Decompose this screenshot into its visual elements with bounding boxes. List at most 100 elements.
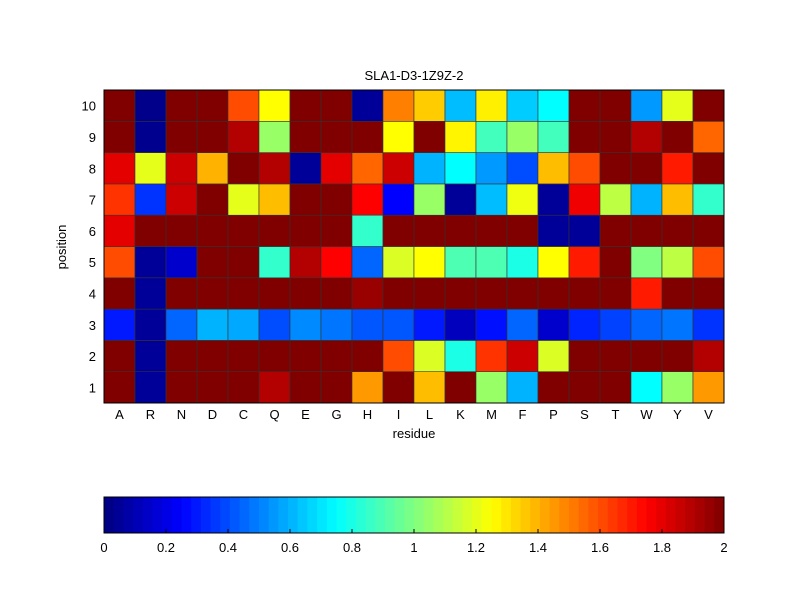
colorbar-tick-labels: 0 0.2 0.4 0.6 0.8 1 1.2 1.4 1.6 1.8 2 [100,540,727,555]
cell-Y-2 [661,340,694,372]
cell-G-6 [320,214,353,247]
cell-C-6 [227,214,260,247]
cell-F-1 [506,371,539,404]
cell-F-8 [506,152,539,185]
cell-R-2 [134,340,167,372]
cell-Q-10 [258,89,291,122]
cell-M-10 [475,89,508,122]
y-tick-label: 5 [89,255,96,270]
cell-P-3 [537,308,570,341]
colorbar-segment [665,497,677,533]
cell-I-3 [382,308,415,341]
colorbar-segment [636,497,647,533]
cell-P-2 [537,340,570,372]
cell-G-9 [320,121,353,153]
colorbar-segment [268,497,279,533]
cell-V-3 [692,308,725,341]
cell-R-7 [134,183,167,216]
cell-G-10 [320,89,353,122]
cell-M-4 [475,277,508,310]
cell-M-7 [475,183,508,216]
cell-S-10 [568,89,601,122]
cell-M-2 [475,340,508,372]
cell-R-3 [134,308,167,341]
cell-D-5 [196,246,229,279]
colorbar-segment [317,497,328,533]
colorbar-segment [346,497,357,533]
x-tick-label: L [426,407,433,422]
x-tick-label: H [363,407,372,422]
y-tick-label: 7 [89,193,96,208]
cell-F-3 [506,308,539,341]
colorbar-segment [404,497,415,533]
cell-V-7 [692,183,725,216]
colorbar-tick-label: 0.4 [219,540,237,555]
colorbar-segment [675,497,686,533]
cell-T-9 [599,121,632,153]
colorbar-tick-label: 1.8 [653,540,671,555]
heatmap-cells [103,89,725,404]
cell-N-3 [165,308,198,341]
cell-Q-8 [258,152,291,185]
colorbar-segment [249,497,260,533]
cell-G-4 [320,277,353,310]
colorbar-segment [152,497,163,533]
cell-Y-5 [661,246,694,279]
y-axis-label: position [54,225,69,270]
colorbar-segment [588,497,599,533]
cell-S-6 [568,214,601,247]
y-tick-label: 3 [89,318,96,333]
colorbar-segment [336,497,347,533]
cell-R-5 [134,246,167,279]
colorbar-segment [646,497,657,533]
x-tick-label: D [208,407,217,422]
cell-P-6 [537,214,570,247]
cell-Y-3 [661,308,694,341]
colorbar-segment [694,497,706,533]
colorbar-segment [229,497,241,533]
cell-R-6 [134,214,167,247]
cell-L-9 [413,121,446,153]
cell-H-10 [351,89,384,122]
cell-W-2 [630,340,663,372]
cell-T-10 [599,89,632,122]
cell-D-9 [196,121,229,153]
cell-W-8 [630,152,663,185]
cell-V-6 [692,214,725,247]
cell-K-2 [444,340,477,372]
cell-M-6 [475,214,508,247]
cell-L-5 [413,246,446,279]
cell-A-4 [103,277,136,310]
cell-W-7 [630,183,663,216]
cell-P-4 [537,277,570,310]
x-tick-label: F [519,407,527,422]
colorbar-segment [239,497,250,533]
cell-D-8 [196,152,229,185]
cell-I-5 [382,246,415,279]
cell-G-5 [320,246,353,279]
colorbar-segment [539,497,551,533]
cell-I-2 [382,340,415,372]
cell-E-10 [289,89,322,122]
cell-W-5 [630,246,663,279]
cell-F-2 [506,340,539,372]
cell-D-1 [196,371,229,404]
colorbar-segment [220,497,231,533]
cell-Y-7 [661,183,694,216]
cell-A-1 [103,371,136,404]
colorbar-segment [259,497,270,533]
cell-L-8 [413,152,446,185]
colorbar-segment [443,497,454,533]
cell-E-7 [289,183,322,216]
cell-E-3 [289,308,322,341]
x-tick-label: K [456,407,465,422]
colorbar-segment [278,497,289,533]
cell-A-5 [103,246,136,279]
colorbar-segment [481,497,492,533]
colorbar-segment [181,497,192,533]
cell-N-9 [165,121,198,153]
colorbar-segment [433,497,444,533]
x-tick-label: G [331,407,341,422]
y-tick-labels: 1 2 3 4 5 6 7 8 9 10 [82,99,96,396]
